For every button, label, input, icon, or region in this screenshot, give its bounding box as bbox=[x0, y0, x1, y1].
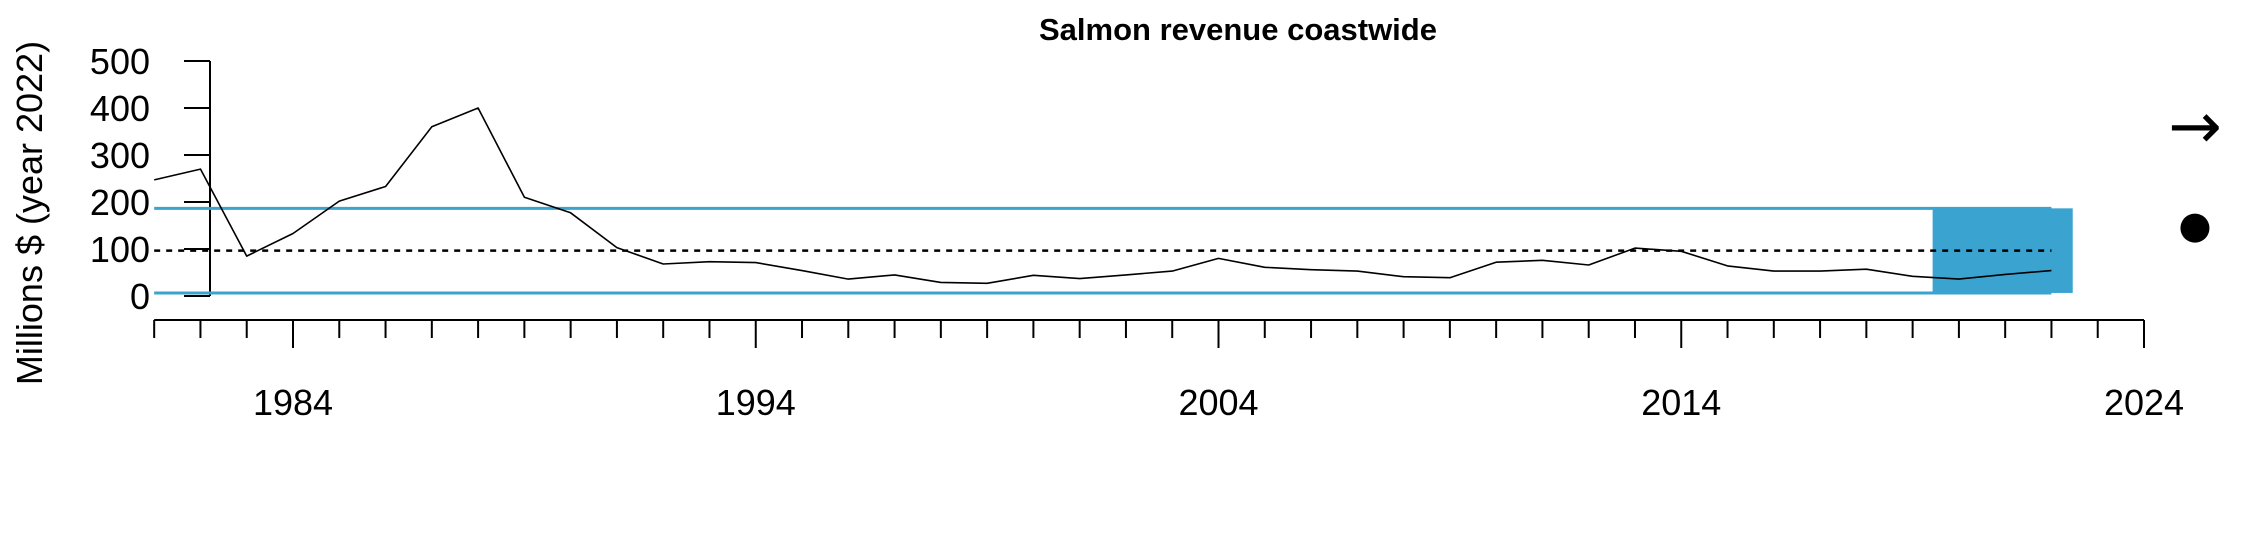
x-axis: 1984 1994 2004 2014 2024 bbox=[153, 319, 2184, 423]
y-tick-label: 300 bbox=[90, 135, 150, 176]
series-points bbox=[152, 106, 2053, 285]
mean-status-dot-icon: ● bbox=[2178, 203, 2211, 247]
series-line bbox=[154, 107, 2052, 285]
series-revenue bbox=[152, 106, 2053, 285]
x-tick-label: 2024 bbox=[2104, 382, 2184, 423]
y-tick-label: 100 bbox=[90, 229, 150, 270]
x-tick-label: 2014 bbox=[1641, 382, 1721, 423]
x-tick-label: 1994 bbox=[716, 382, 796, 423]
chart-title: Salmon revenue coastwide bbox=[1039, 12, 1437, 47]
y-tick-label: 400 bbox=[90, 88, 150, 129]
trend-arrow-icon: → bbox=[2168, 90, 2222, 164]
y-tick-label: 0 bbox=[130, 276, 150, 317]
x-tick-label: 2004 bbox=[1178, 382, 1258, 423]
y-axis-label: Millions $ (year 2022) bbox=[9, 41, 50, 385]
y-tick-label: 200 bbox=[90, 182, 150, 223]
y-tick-label: 500 bbox=[90, 41, 150, 82]
y-axis: 0 100 200 300 400 500 bbox=[90, 41, 211, 317]
x-tick-label: 1984 bbox=[253, 382, 333, 423]
